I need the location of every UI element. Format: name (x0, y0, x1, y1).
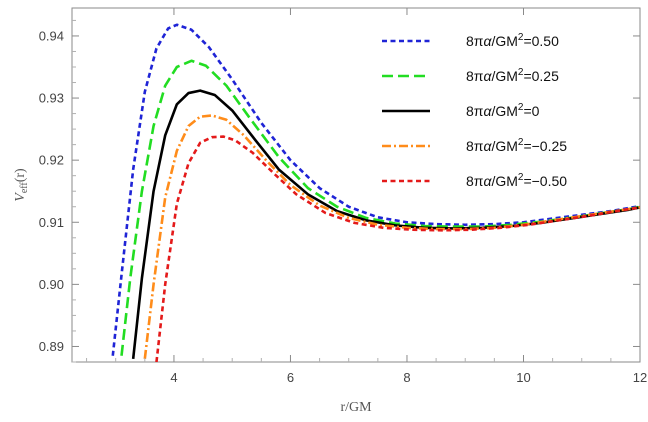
legend-label-part: =0.25 (523, 68, 559, 84)
x-tick-label: 8 (403, 370, 410, 385)
x-tick-label: 10 (516, 370, 530, 385)
y-tick-label: 0.90 (39, 277, 64, 292)
y-axis-title-subscript: eff (19, 182, 30, 194)
legend-label-2: 8πα/GM2=0.25 (466, 67, 559, 84)
legend-label-part: 8π (466, 33, 484, 49)
legend-label-part: α (483, 103, 492, 119)
y-axis-title: Veff(r) (13, 168, 30, 202)
legend-label-part: =−0.50 (523, 173, 567, 189)
y-tick-label: 0.91 (39, 215, 64, 230)
legend-label-1: 8πα/GM2=0.50 (466, 32, 559, 49)
legend-label-part: =0.50 (523, 33, 559, 49)
legend-label-part: α (483, 138, 492, 154)
y-axis-title-suffix: (r) (13, 168, 28, 182)
legend-label-part: /GM (491, 173, 517, 189)
legend-label-superscript: 2 (518, 32, 524, 43)
legend-label-part: α (483, 33, 492, 49)
legend-label-superscript: 2 (518, 67, 524, 78)
legend-label-part: 8π (466, 103, 484, 119)
x-tick-label: 6 (287, 370, 294, 385)
y-tick-label: 0.92 (39, 153, 64, 168)
series-lines (111, 23, 640, 362)
legend-label-part: /GM (491, 68, 517, 84)
x-tick-label: 4 (170, 370, 177, 385)
legend-label-superscript: 2 (518, 102, 524, 113)
y-tick-label: 0.89 (39, 339, 64, 354)
plot-frame (71, 7, 641, 363)
x-tick-label: 12 (633, 370, 647, 385)
x-axis-title: r/GM (340, 400, 372, 415)
y-axis-title-main: V (13, 192, 28, 202)
legend-label-part: α (483, 68, 492, 84)
legend-label-3: 8πα/GM2=0 (466, 102, 540, 119)
legend-label-part: /GM (491, 138, 517, 154)
series-line-2 (120, 59, 640, 356)
legend-label-part: /GM (491, 33, 517, 49)
series-line-5 (155, 135, 640, 362)
legend-label-part: 8π (466, 173, 484, 189)
legend-label-5: 8πα/GM2=−0.50 (466, 172, 567, 189)
y-tick-label: 0.93 (39, 91, 64, 106)
legend: 8πα/GM2=0.508πα/GM2=0.258πα/GM2=08πα/GM2… (382, 32, 567, 189)
legend-label-part: /GM (491, 103, 517, 119)
legend-label-part: =0 (523, 103, 539, 119)
y-tick-label: 0.94 (39, 28, 64, 43)
legend-label-part: =−0.25 (523, 138, 567, 154)
legend-label-part: 8π (466, 68, 484, 84)
axes: 4 6 8 10 12 0.89 0.90 0.91 0.92 0.93 0.94 r/GM Veff(… (13, 8, 647, 415)
plot-border (71, 7, 641, 363)
legend-label-4: 8πα/GM2=−0.25 (466, 137, 567, 154)
legend-label-superscript: 2 (518, 137, 524, 148)
legend-label-part: 8π (466, 138, 484, 154)
legend-label-part: α (483, 173, 492, 189)
legend-label-superscript: 2 (518, 172, 524, 183)
